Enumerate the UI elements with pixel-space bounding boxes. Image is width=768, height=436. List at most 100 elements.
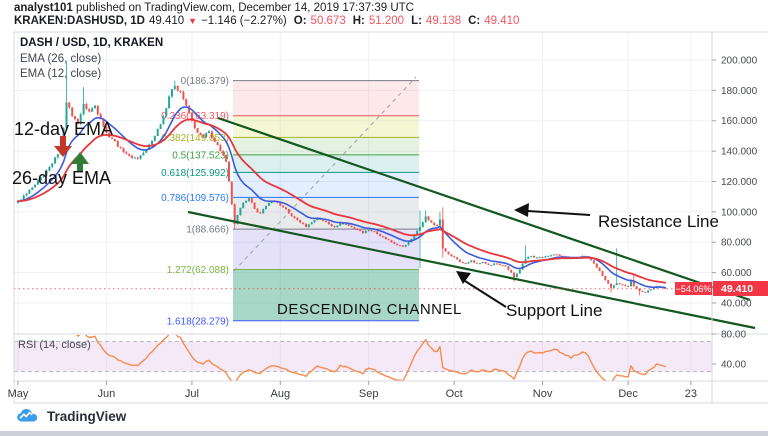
candle-body	[555, 254, 558, 256]
candle-body	[136, 157, 139, 159]
candle-body	[498, 263, 501, 265]
candle-body	[79, 114, 82, 124]
candle-body	[433, 222, 436, 226]
candle-body	[208, 131, 210, 133]
candle-body	[379, 234, 382, 237]
legend-ema26[interactable]: EMA (26, close)	[20, 52, 102, 65]
candle-body	[54, 157, 57, 164]
resistance-arrow-shaft[interactable]	[527, 210, 591, 216]
change-percent-badge: −54.06%	[675, 282, 712, 295]
candle-body	[71, 107, 74, 117]
candle-body	[48, 166, 51, 171]
annotation-resistance-line[interactable]: Resistance Line	[598, 212, 719, 231]
fib-label: 0.382(149.053)	[161, 133, 229, 144]
price-tick-label: 140.000	[721, 147, 758, 158]
candle-body	[490, 264, 493, 266]
support-trendline[interactable]	[187, 210, 756, 330]
candle-body	[407, 242, 410, 245]
symbol-name[interactable]: KRAKEN:DASHUSD, 1D	[14, 15, 145, 27]
candle-body	[213, 138, 216, 142]
candle-body	[635, 286, 638, 289]
candle-body	[538, 257, 541, 259]
candle-body	[350, 225, 353, 228]
candle-body	[364, 230, 367, 234]
fib-label: 0.236(163.319)	[161, 111, 229, 122]
price-tick-label: 160.000	[721, 116, 758, 127]
candle-body	[242, 202, 245, 208]
fib-band	[233, 229, 419, 270]
candle-body	[299, 220, 302, 223]
fib-label: 0.618(125.992)	[161, 168, 229, 179]
candle-body	[353, 227, 356, 230]
candle-body	[401, 245, 404, 247]
candle-body	[430, 220, 433, 223]
candle-body	[285, 207, 287, 210]
candle-body	[347, 224, 350, 226]
candle-body	[541, 257, 544, 259]
candle-body	[547, 255, 550, 257]
candle-body	[487, 263, 490, 265]
candle-body	[441, 219, 444, 249]
fib-band	[233, 154, 419, 173]
candle-body	[305, 223, 307, 228]
candle-body	[34, 184, 37, 188]
candle-body	[253, 202, 256, 209]
time-tick-label: Oct	[446, 388, 463, 400]
bottom-scrollbar[interactable]	[0, 431, 768, 436]
red-down-arrow-icon[interactable]	[52, 136, 74, 158]
candle-body	[196, 128, 199, 133]
candle-body	[493, 263, 496, 265]
candle-body	[384, 237, 387, 240]
candle-body	[553, 254, 555, 256]
candle-body	[228, 161, 230, 182]
support-arrow-shaft[interactable]	[464, 280, 507, 308]
candle-body	[518, 269, 521, 274]
candle-body	[356, 229, 359, 231]
candle-body	[533, 255, 535, 258]
candle-body	[99, 114, 102, 120]
candle-body	[88, 109, 91, 112]
candle-body	[515, 273, 518, 278]
support-arrow-head[interactable]	[456, 271, 471, 284]
legend-symbol[interactable]: DASH / USD, 1D, KRAKEN	[20, 37, 164, 49]
annotation-descending-channel[interactable]: DESCENDING CHANNEL	[277, 301, 462, 318]
candle-body	[544, 256, 547, 258]
candle-body	[456, 257, 459, 260]
candle-body	[39, 177, 42, 181]
candle-body	[296, 217, 299, 221]
tradingview-brand[interactable]: TradingView	[47, 409, 127, 424]
fib-band	[233, 115, 419, 138]
candle-body	[133, 157, 136, 159]
annotation-12day-ema[interactable]: 12-day EMA	[14, 119, 114, 139]
candle-body	[85, 104, 88, 109]
legend-ema12[interactable]: EMA (12, close)	[20, 68, 102, 80]
resistance-trendline[interactable]	[217, 116, 751, 302]
candle-body	[111, 137, 114, 139]
high-key: H:	[352, 15, 365, 27]
candle-body	[632, 280, 635, 287]
candle-body	[51, 163, 54, 167]
time-tick-label: Sep	[359, 388, 379, 400]
candle-body	[307, 224, 310, 228]
candle-body	[404, 244, 407, 247]
rsi-band	[14, 341, 712, 372]
price-change: −1.146 (−2.27%)	[201, 15, 287, 27]
candle-body	[190, 113, 193, 121]
resistance-arrow-head[interactable]	[514, 203, 529, 217]
green-up-arrow-icon[interactable]	[70, 152, 90, 172]
candle-body	[262, 209, 265, 214]
rsi-indicator-label[interactable]: RSI (14, close)	[18, 339, 91, 351]
candle-body	[322, 219, 325, 221]
time-tick-label: Jun	[98, 388, 116, 400]
tradingview-logo-icon[interactable]	[16, 408, 40, 425]
candle-body	[624, 284, 627, 286]
author-name[interactable]: analyst101	[14, 2, 73, 14]
candle-body	[421, 222, 424, 227]
candle-body	[436, 225, 439, 227]
annotation-support-line[interactable]: Support Line	[506, 301, 603, 320]
annotation-26day-ema[interactable]: 26-day EMA	[12, 168, 112, 188]
candle-body	[293, 216, 296, 218]
candle-body	[265, 205, 267, 209]
last-price: 49.410	[148, 15, 185, 27]
